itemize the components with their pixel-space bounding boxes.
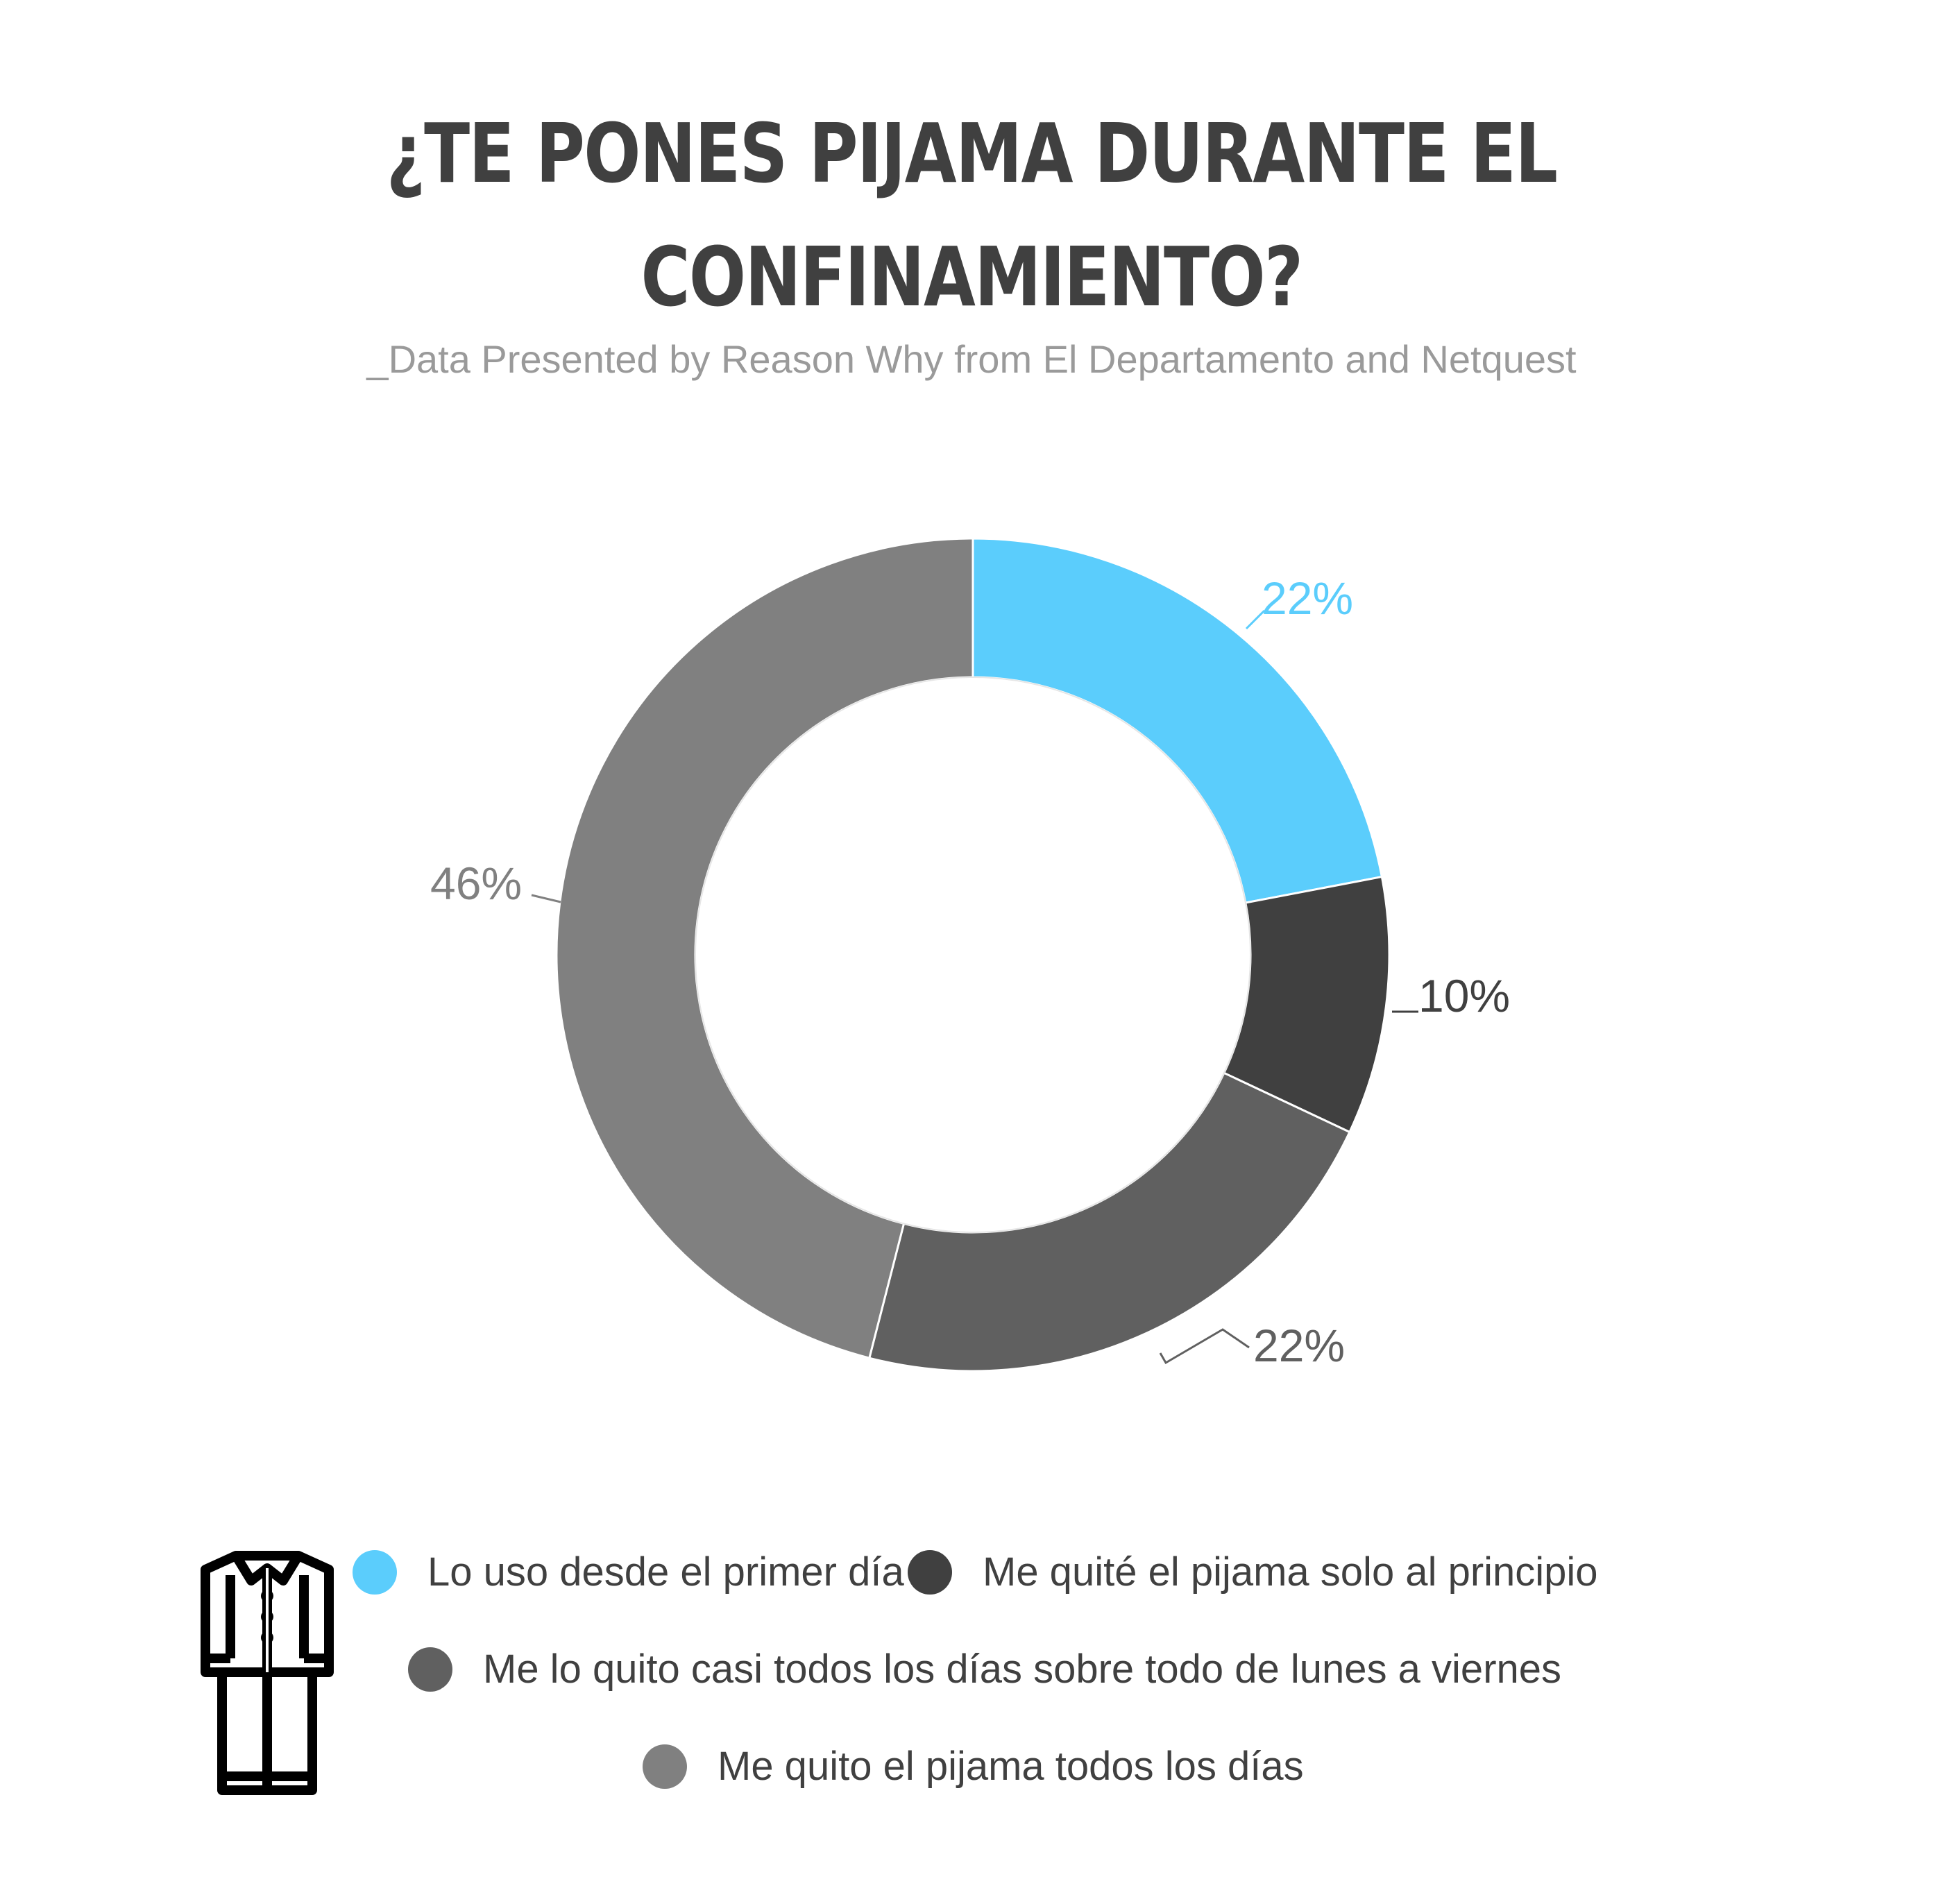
legend-swatch-2 xyxy=(408,1647,452,1692)
chart-subtitle: _Data Presented by Reason Why from El De… xyxy=(366,337,1577,381)
legend-swatch-3 xyxy=(643,1744,687,1789)
donut-chart: 22% 10% 22% 46% xyxy=(430,537,1510,1372)
legend-item-1: Me quité el pijama solo al principio xyxy=(908,1545,1598,1600)
chart-title-line-2: CONFINAMIENTO? xyxy=(640,229,1303,325)
legend-item-3: Me quito el pijama todos los días xyxy=(643,1739,1304,1794)
data-label-1: 10% xyxy=(1418,970,1510,1021)
data-label-2: 22% xyxy=(1253,1320,1345,1371)
donut-hole xyxy=(695,677,1251,1233)
legend-label-2: Me lo quito casi todos los días sobre to… xyxy=(483,1647,1562,1692)
leader-line-2 xyxy=(1159,1328,1250,1365)
data-label-3: 46% xyxy=(430,858,522,909)
legend-item-0: Lo uso desde el primer día xyxy=(353,1545,904,1600)
leader-line-3 xyxy=(531,894,561,903)
data-label-0: 22% xyxy=(1262,572,1353,624)
legend-swatch-1 xyxy=(908,1550,952,1595)
legend-label-0: Lo uso desde el primer día xyxy=(427,1549,904,1595)
chart-title-line-1: ¿TE PONES PIJAMA DURANTE EL xyxy=(386,105,1558,201)
legend-label-3: Me quito el pijama todos los días xyxy=(718,1744,1304,1789)
legend-item-2: Me lo quito casi todos los días sobre to… xyxy=(408,1642,1561,1697)
pajamas-icon xyxy=(194,1547,340,1797)
leader-line-0 xyxy=(1245,609,1266,630)
legend-label-1: Me quité el pijama solo al principio xyxy=(983,1549,1598,1595)
legend-swatch-0 xyxy=(353,1550,397,1595)
